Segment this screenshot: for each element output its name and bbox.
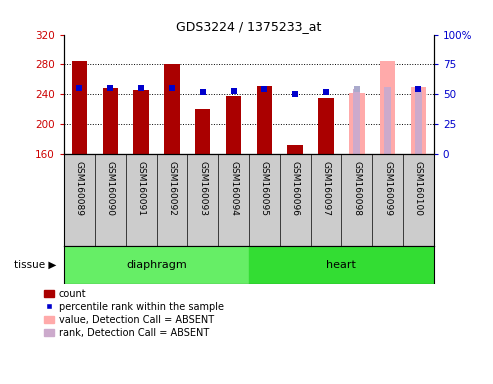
Text: GSM160093: GSM160093 — [198, 161, 207, 216]
Text: GSM160094: GSM160094 — [229, 161, 238, 216]
Text: GSM160095: GSM160095 — [260, 161, 269, 216]
Bar — [226, 96, 241, 154]
Text: GSM160096: GSM160096 — [291, 161, 300, 216]
Bar — [164, 64, 179, 154]
Bar — [318, 98, 334, 154]
Text: tissue ▶: tissue ▶ — [14, 260, 57, 270]
Bar — [384, 87, 391, 154]
Text: GSM160099: GSM160099 — [383, 161, 392, 216]
Text: GSM160091: GSM160091 — [137, 161, 145, 216]
Bar — [380, 61, 395, 154]
Text: GSM160098: GSM160098 — [352, 161, 361, 216]
Text: GSM160092: GSM160092 — [168, 161, 176, 216]
Text: GSM160097: GSM160097 — [321, 161, 330, 216]
Bar — [415, 89, 422, 154]
Bar — [103, 88, 118, 154]
Bar — [72, 61, 87, 154]
Bar — [349, 93, 364, 154]
Bar — [287, 146, 303, 154]
Bar — [353, 89, 360, 154]
Text: GSM160100: GSM160100 — [414, 161, 423, 216]
Legend: count, percentile rank within the sample, value, Detection Call = ABSENT, rank, : count, percentile rank within the sample… — [44, 289, 224, 338]
Bar — [195, 109, 211, 154]
Bar — [249, 246, 434, 284]
Bar — [257, 86, 272, 154]
Text: GSM160089: GSM160089 — [75, 161, 84, 216]
Bar — [411, 88, 426, 154]
Text: diaphragm: diaphragm — [126, 260, 187, 270]
Bar — [64, 246, 249, 284]
Text: GSM160090: GSM160090 — [106, 161, 115, 216]
Text: heart: heart — [326, 260, 356, 270]
Bar — [134, 89, 149, 154]
Title: GDS3224 / 1375233_at: GDS3224 / 1375233_at — [176, 20, 321, 33]
